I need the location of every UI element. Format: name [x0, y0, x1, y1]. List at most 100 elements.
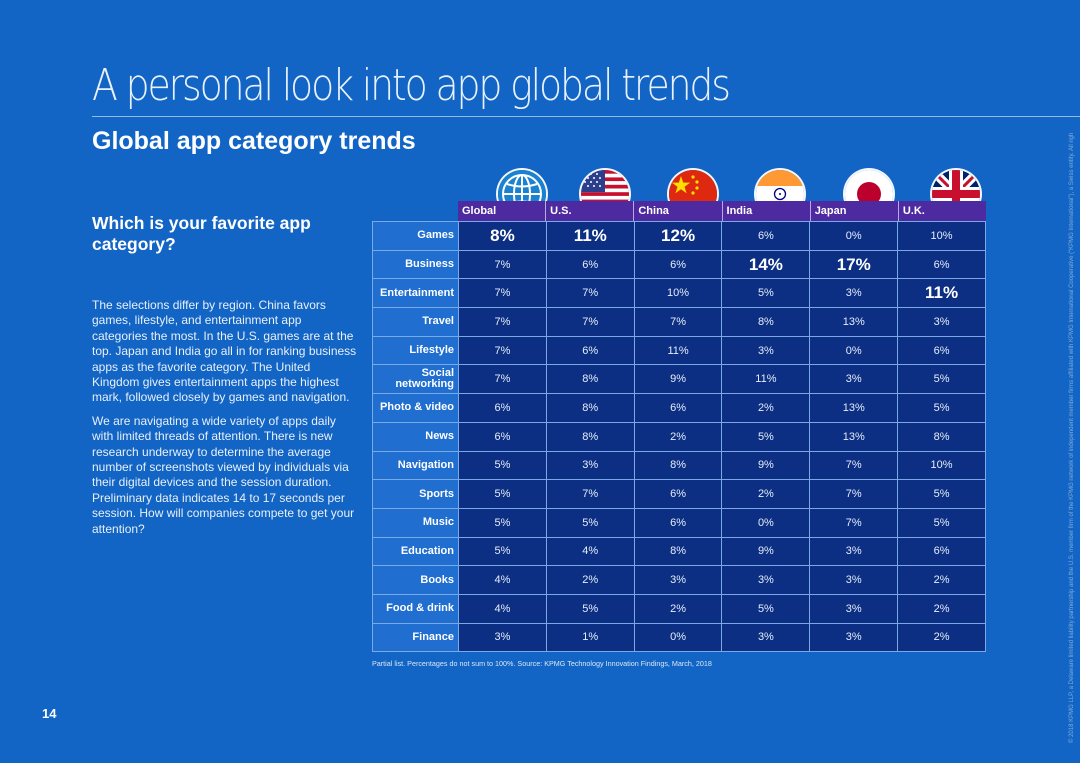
row-category-label: Business: [372, 249, 459, 280]
value-cell: 2%: [633, 593, 723, 624]
value-cell: 7%: [809, 450, 899, 481]
value-cell: 4%: [458, 565, 547, 595]
table-row: Books 4% 2% 3% 3% 3% 2%: [372, 565, 986, 595]
value-cell: 5%: [897, 393, 986, 423]
value-cell: 7%: [809, 507, 899, 538]
legal-text: © 2018 KPMG LLP, a Delaware limited liab…: [1069, 133, 1075, 743]
body-text: The selections differ by region. China f…: [92, 298, 360, 545]
value-cell: 3%: [809, 536, 899, 567]
column-header-china: China: [633, 201, 721, 221]
table-row: Business 7% 6% 6% 14% 17% 6%: [372, 249, 986, 280]
source-footnote: Partial list. Percentages do not sum to …: [372, 659, 712, 668]
value-cell: 7%: [458, 307, 547, 337]
question-heading: Which is your favorite app category?: [92, 213, 311, 254]
row-category-label: Sports: [372, 479, 459, 509]
value-cell: 11%: [633, 335, 723, 366]
body-paragraph-1: The selections differ by region. China f…: [92, 298, 357, 405]
page-title: A personal look into app global trends: [92, 60, 731, 111]
value-cell: 2%: [897, 565, 986, 595]
value-cell: 4%: [545, 536, 635, 567]
value-cell: 11%: [897, 278, 986, 309]
value-cell: 9%: [633, 364, 723, 395]
table-row: Education 5% 4% 8% 9% 3% 6%: [372, 536, 986, 567]
value-cell: 1%: [545, 622, 635, 653]
table-row: Lifestyle 7% 6% 11% 3% 0% 6%: [372, 335, 986, 366]
value-cell: 10%: [897, 221, 986, 251]
value-cell: 8%: [545, 393, 635, 423]
table-row: Food & drink 4% 5% 2% 5% 3% 2%: [372, 593, 986, 624]
value-cell: 10%: [897, 450, 986, 481]
value-cell: 11%: [721, 364, 811, 395]
value-cell: 4%: [458, 593, 547, 624]
table-row: Navigation 5% 3% 8% 9% 7% 10%: [372, 450, 986, 481]
value-cell: 3%: [721, 622, 811, 653]
value-cell: 9%: [721, 450, 811, 481]
value-cell: 5%: [458, 450, 547, 481]
value-cell: 7%: [809, 479, 899, 509]
value-cell: 3%: [809, 622, 899, 653]
value-cell: 5%: [458, 507, 547, 538]
value-cell: 6%: [633, 249, 723, 280]
value-cell: 2%: [633, 421, 723, 452]
title-divider: [92, 116, 1080, 117]
column-header-india: India: [721, 201, 810, 221]
value-cell: 13%: [809, 307, 899, 337]
value-cell: 5%: [897, 507, 986, 538]
body-paragraph-2: We are navigating a wide variety of apps…: [92, 413, 355, 536]
value-cell: 6%: [721, 221, 811, 251]
value-cell: 3%: [809, 278, 899, 309]
value-cell: 5%: [545, 507, 635, 538]
row-category-label: Social networking: [372, 364, 459, 395]
value-cell: 3%: [721, 335, 811, 366]
value-cell: 2%: [897, 622, 986, 653]
row-category-label: Music: [372, 507, 459, 538]
table-row: Music 5% 5% 6% 0% 7% 5%: [372, 507, 986, 538]
table-row: Games 8% 11% 12% 6% 0% 10%: [372, 221, 986, 251]
value-cell: 5%: [458, 536, 547, 567]
value-cell: 0%: [721, 507, 811, 538]
table-row: Sports 5% 7% 6% 2% 7% 5%: [372, 479, 986, 509]
column-header-us: U.S.: [545, 201, 633, 221]
value-cell: 5%: [721, 421, 811, 452]
value-cell: 2%: [721, 393, 811, 423]
value-cell: 6%: [633, 393, 723, 423]
value-cell: 7%: [545, 479, 635, 509]
value-cell: 8%: [633, 450, 723, 481]
value-cell: 8%: [633, 536, 723, 567]
value-cell: 6%: [545, 249, 635, 280]
value-cell: 8%: [545, 421, 635, 452]
row-category-label: Games: [372, 221, 459, 251]
value-cell: 3%: [545, 450, 635, 481]
value-cell: 13%: [809, 421, 899, 452]
value-cell: 9%: [721, 536, 811, 567]
value-cell: 6%: [633, 507, 723, 538]
value-cell: 5%: [721, 278, 811, 309]
row-category-label: News: [372, 421, 459, 452]
value-cell: 5%: [721, 593, 811, 624]
column-header-global: Global: [462, 205, 497, 217]
value-cell: 7%: [458, 364, 547, 395]
value-cell: 2%: [545, 565, 635, 595]
page-number: 14: [42, 706, 57, 721]
value-cell: 5%: [897, 479, 986, 509]
row-category-label: Entertainment: [372, 278, 459, 309]
value-cell: 3%: [721, 565, 811, 595]
value-cell: 17%: [809, 249, 899, 280]
value-cell: 2%: [897, 593, 986, 624]
value-cell: 5%: [545, 593, 635, 624]
value-cell: 7%: [545, 278, 635, 309]
row-category-label: Travel: [372, 307, 459, 337]
value-cell: 6%: [545, 335, 635, 366]
value-cell: 7%: [458, 278, 547, 309]
page-subtitle: Global app category trends: [92, 127, 416, 155]
column-header-japan: Japan: [809, 201, 898, 221]
value-cell: 5%: [897, 364, 986, 395]
value-cell: 0%: [809, 335, 899, 366]
value-cell: 11%: [545, 221, 635, 251]
value-cell: 10%: [633, 278, 723, 309]
value-cell: 3%: [633, 565, 723, 595]
value-cell: 8%: [897, 421, 986, 452]
value-cell: 14%: [721, 249, 811, 280]
table-row: Travel 7% 7% 7% 8% 13% 3%: [372, 307, 986, 337]
value-cell: 6%: [633, 479, 723, 509]
